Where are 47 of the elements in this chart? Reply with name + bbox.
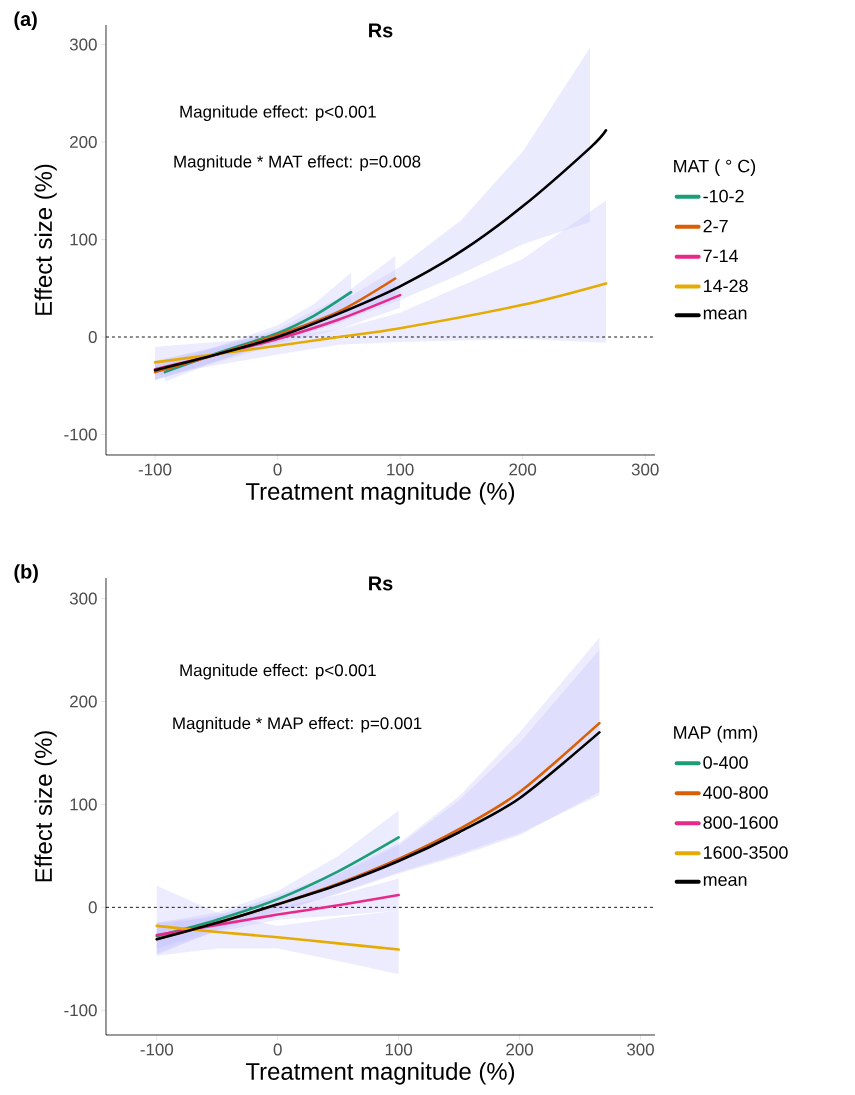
x-axis-title: Treatment magnitude (%) <box>245 482 515 505</box>
x-tick-label: 200 <box>506 1043 534 1056</box>
legend-label: 2-7 <box>703 219 728 233</box>
legend-label: mean <box>703 876 747 886</box>
line-series <box>153 282 608 364</box>
y-tick-label: -100 <box>64 1004 97 1017</box>
legend-label: 0-400 <box>703 756 748 769</box>
y-tick-label: 0 <box>88 331 97 344</box>
y-tick-label: 200 <box>70 695 97 708</box>
y-tick-label: 200 <box>70 136 97 148</box>
line-series <box>155 924 400 951</box>
text: (a) <box>14 11 37 30</box>
x-tick-label: 100 <box>385 1043 413 1056</box>
line-series <box>153 128 608 372</box>
chart-title: Rs <box>369 23 393 38</box>
annotation: Magnitude * MAT effect: p=0.008 <box>174 155 421 171</box>
legend-label: 800-1600 <box>703 816 778 829</box>
y-tick-label: 100 <box>70 233 97 246</box>
x-tick-label: 0 <box>273 1043 282 1056</box>
y-tick-label: -100 <box>64 428 97 441</box>
x-tick-label: -100 <box>140 1043 174 1056</box>
legend-title: MAT ( ° C) <box>674 159 756 176</box>
chart-title: Rs <box>369 576 393 591</box>
x-tick-label: 300 <box>627 1043 654 1056</box>
legend-label: 7-14 <box>703 249 739 263</box>
x-tick-label: -100 <box>138 463 172 476</box>
x-tick-label: 200 <box>509 463 537 476</box>
y-tick-label: 300 <box>69 38 97 51</box>
annotation: Magnitude * MAP effect: p=0.001 <box>173 716 422 733</box>
x-tick-label: 100 <box>387 463 414 476</box>
annotation: Magnitude effect: p<0.001 <box>180 105 376 122</box>
legend-label: 14-28 <box>704 279 748 293</box>
annotation: Magnitude effect: p<0.001 <box>180 663 376 680</box>
y-tick-label: 0 <box>88 901 97 914</box>
y-axis-title: Effect size (%) <box>34 164 57 315</box>
y-tick-label: 300 <box>69 592 97 605</box>
legend-label: 400-800 <box>703 786 768 799</box>
text: (b) <box>14 564 38 583</box>
x-tick-label: 0 <box>273 463 282 476</box>
legend-label: -10-2 <box>703 189 744 203</box>
y-tick-label: 100 <box>70 798 97 811</box>
legend-title: MAP (mm) <box>674 725 758 743</box>
x-tick-label: 300 <box>631 463 659 476</box>
x-axis-title: Treatment magnitude (%) <box>245 1062 515 1085</box>
legend-label: 1600-3500 <box>704 846 788 859</box>
legend-label: mean <box>703 309 747 320</box>
y-axis-title: Effect size (%) <box>34 731 57 882</box>
